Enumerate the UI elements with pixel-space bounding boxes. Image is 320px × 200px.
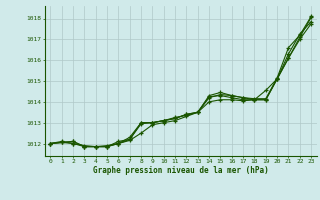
X-axis label: Graphe pression niveau de la mer (hPa): Graphe pression niveau de la mer (hPa) [93,166,269,175]
